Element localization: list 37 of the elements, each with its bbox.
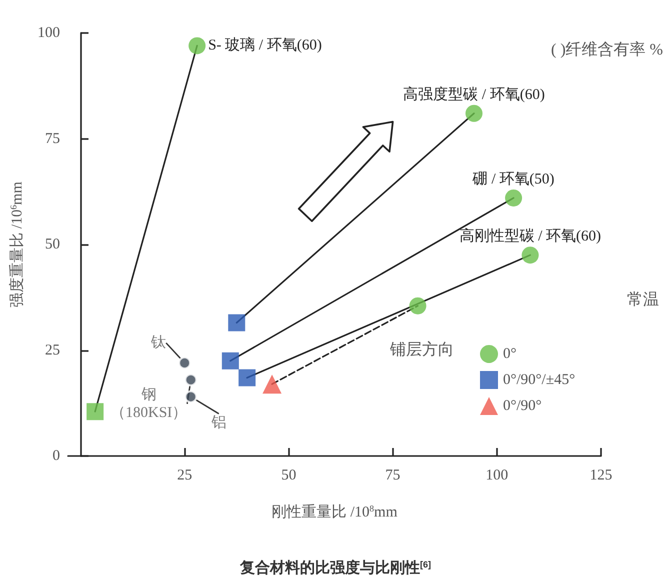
- legend-title: 铺层方向: [389, 340, 454, 358]
- point: [262, 374, 282, 394]
- legend-label: 0°/90°/±45°: [503, 372, 576, 388]
- y-tick-label: 25: [45, 342, 60, 358]
- series-label: 高强度型碳 / 环氧(60): [403, 86, 545, 103]
- series-label: 铝: [210, 414, 226, 431]
- series-label: 硼 / 环氧(50): [472, 171, 554, 188]
- series-label: S- 玻璃 / 环氧(60): [208, 36, 322, 54]
- point: [522, 246, 539, 264]
- point: [238, 369, 256, 386]
- series-label: 钢（180KSI）: [110, 386, 188, 421]
- legend-label: 0°: [503, 346, 516, 362]
- y-tick-label: 75: [45, 130, 60, 147]
- point: [409, 297, 426, 314]
- x-tick-label: 125: [590, 468, 612, 484]
- series-label: 高刚性型碳 / 环氧(60): [459, 228, 602, 245]
- point: [184, 373, 198, 386]
- x-tick-label: 25: [177, 468, 192, 484]
- y-tick-label: 0: [52, 448, 60, 464]
- y-tick-label: 100: [38, 25, 60, 41]
- x-tick-label: 100: [486, 468, 508, 484]
- y-tick-label: 50: [45, 236, 60, 252]
- x-tick-label: 50: [281, 468, 296, 484]
- point: [184, 390, 198, 404]
- point: [228, 314, 246, 332]
- point: [86, 403, 104, 420]
- annotation: ( )纤维含有率 %: [551, 40, 663, 58]
- point: [222, 352, 239, 370]
- y-axis-title: 强度重量比 /106mm: [8, 181, 26, 308]
- point: [188, 37, 206, 54]
- point: [466, 104, 482, 122]
- text: 常温: [627, 290, 659, 308]
- legend-label: 0°/90°: [503, 398, 542, 414]
- series-label: 钛: [150, 334, 166, 351]
- x-tick-label: 75: [385, 468, 400, 484]
- point: [505, 189, 522, 206]
- point: [178, 356, 192, 370]
